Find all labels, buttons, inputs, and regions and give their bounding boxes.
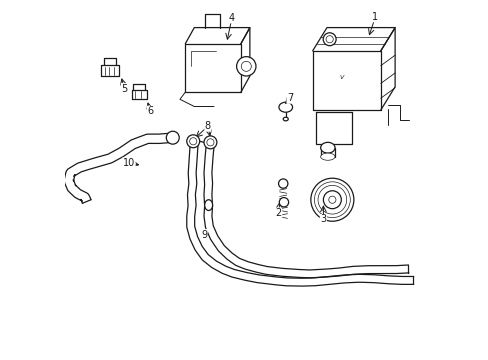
Circle shape: [323, 191, 341, 209]
Circle shape: [328, 196, 335, 203]
Circle shape: [310, 178, 353, 221]
Text: 5: 5: [121, 84, 127, 94]
Circle shape: [279, 198, 288, 207]
Circle shape: [203, 136, 217, 149]
Circle shape: [314, 182, 349, 218]
Circle shape: [166, 131, 179, 144]
Circle shape: [323, 33, 335, 46]
Text: V: V: [339, 75, 343, 80]
Ellipse shape: [320, 142, 334, 153]
Text: 1: 1: [371, 12, 378, 22]
Text: 10: 10: [122, 158, 135, 168]
Circle shape: [189, 138, 196, 145]
Text: 9: 9: [201, 230, 207, 239]
Circle shape: [317, 185, 346, 214]
Text: 6: 6: [147, 106, 153, 116]
Ellipse shape: [278, 102, 292, 112]
Circle shape: [325, 36, 333, 43]
Text: 2: 2: [275, 208, 281, 218]
Ellipse shape: [204, 200, 212, 211]
Circle shape: [241, 61, 251, 71]
Ellipse shape: [320, 153, 334, 160]
Ellipse shape: [283, 117, 287, 121]
Text: 8: 8: [204, 121, 210, 131]
Circle shape: [278, 179, 287, 188]
Text: 3: 3: [320, 215, 326, 224]
Text: 7: 7: [286, 93, 293, 103]
Text: 4: 4: [228, 13, 235, 23]
Circle shape: [236, 57, 255, 76]
Circle shape: [186, 135, 199, 148]
Circle shape: [206, 139, 214, 146]
